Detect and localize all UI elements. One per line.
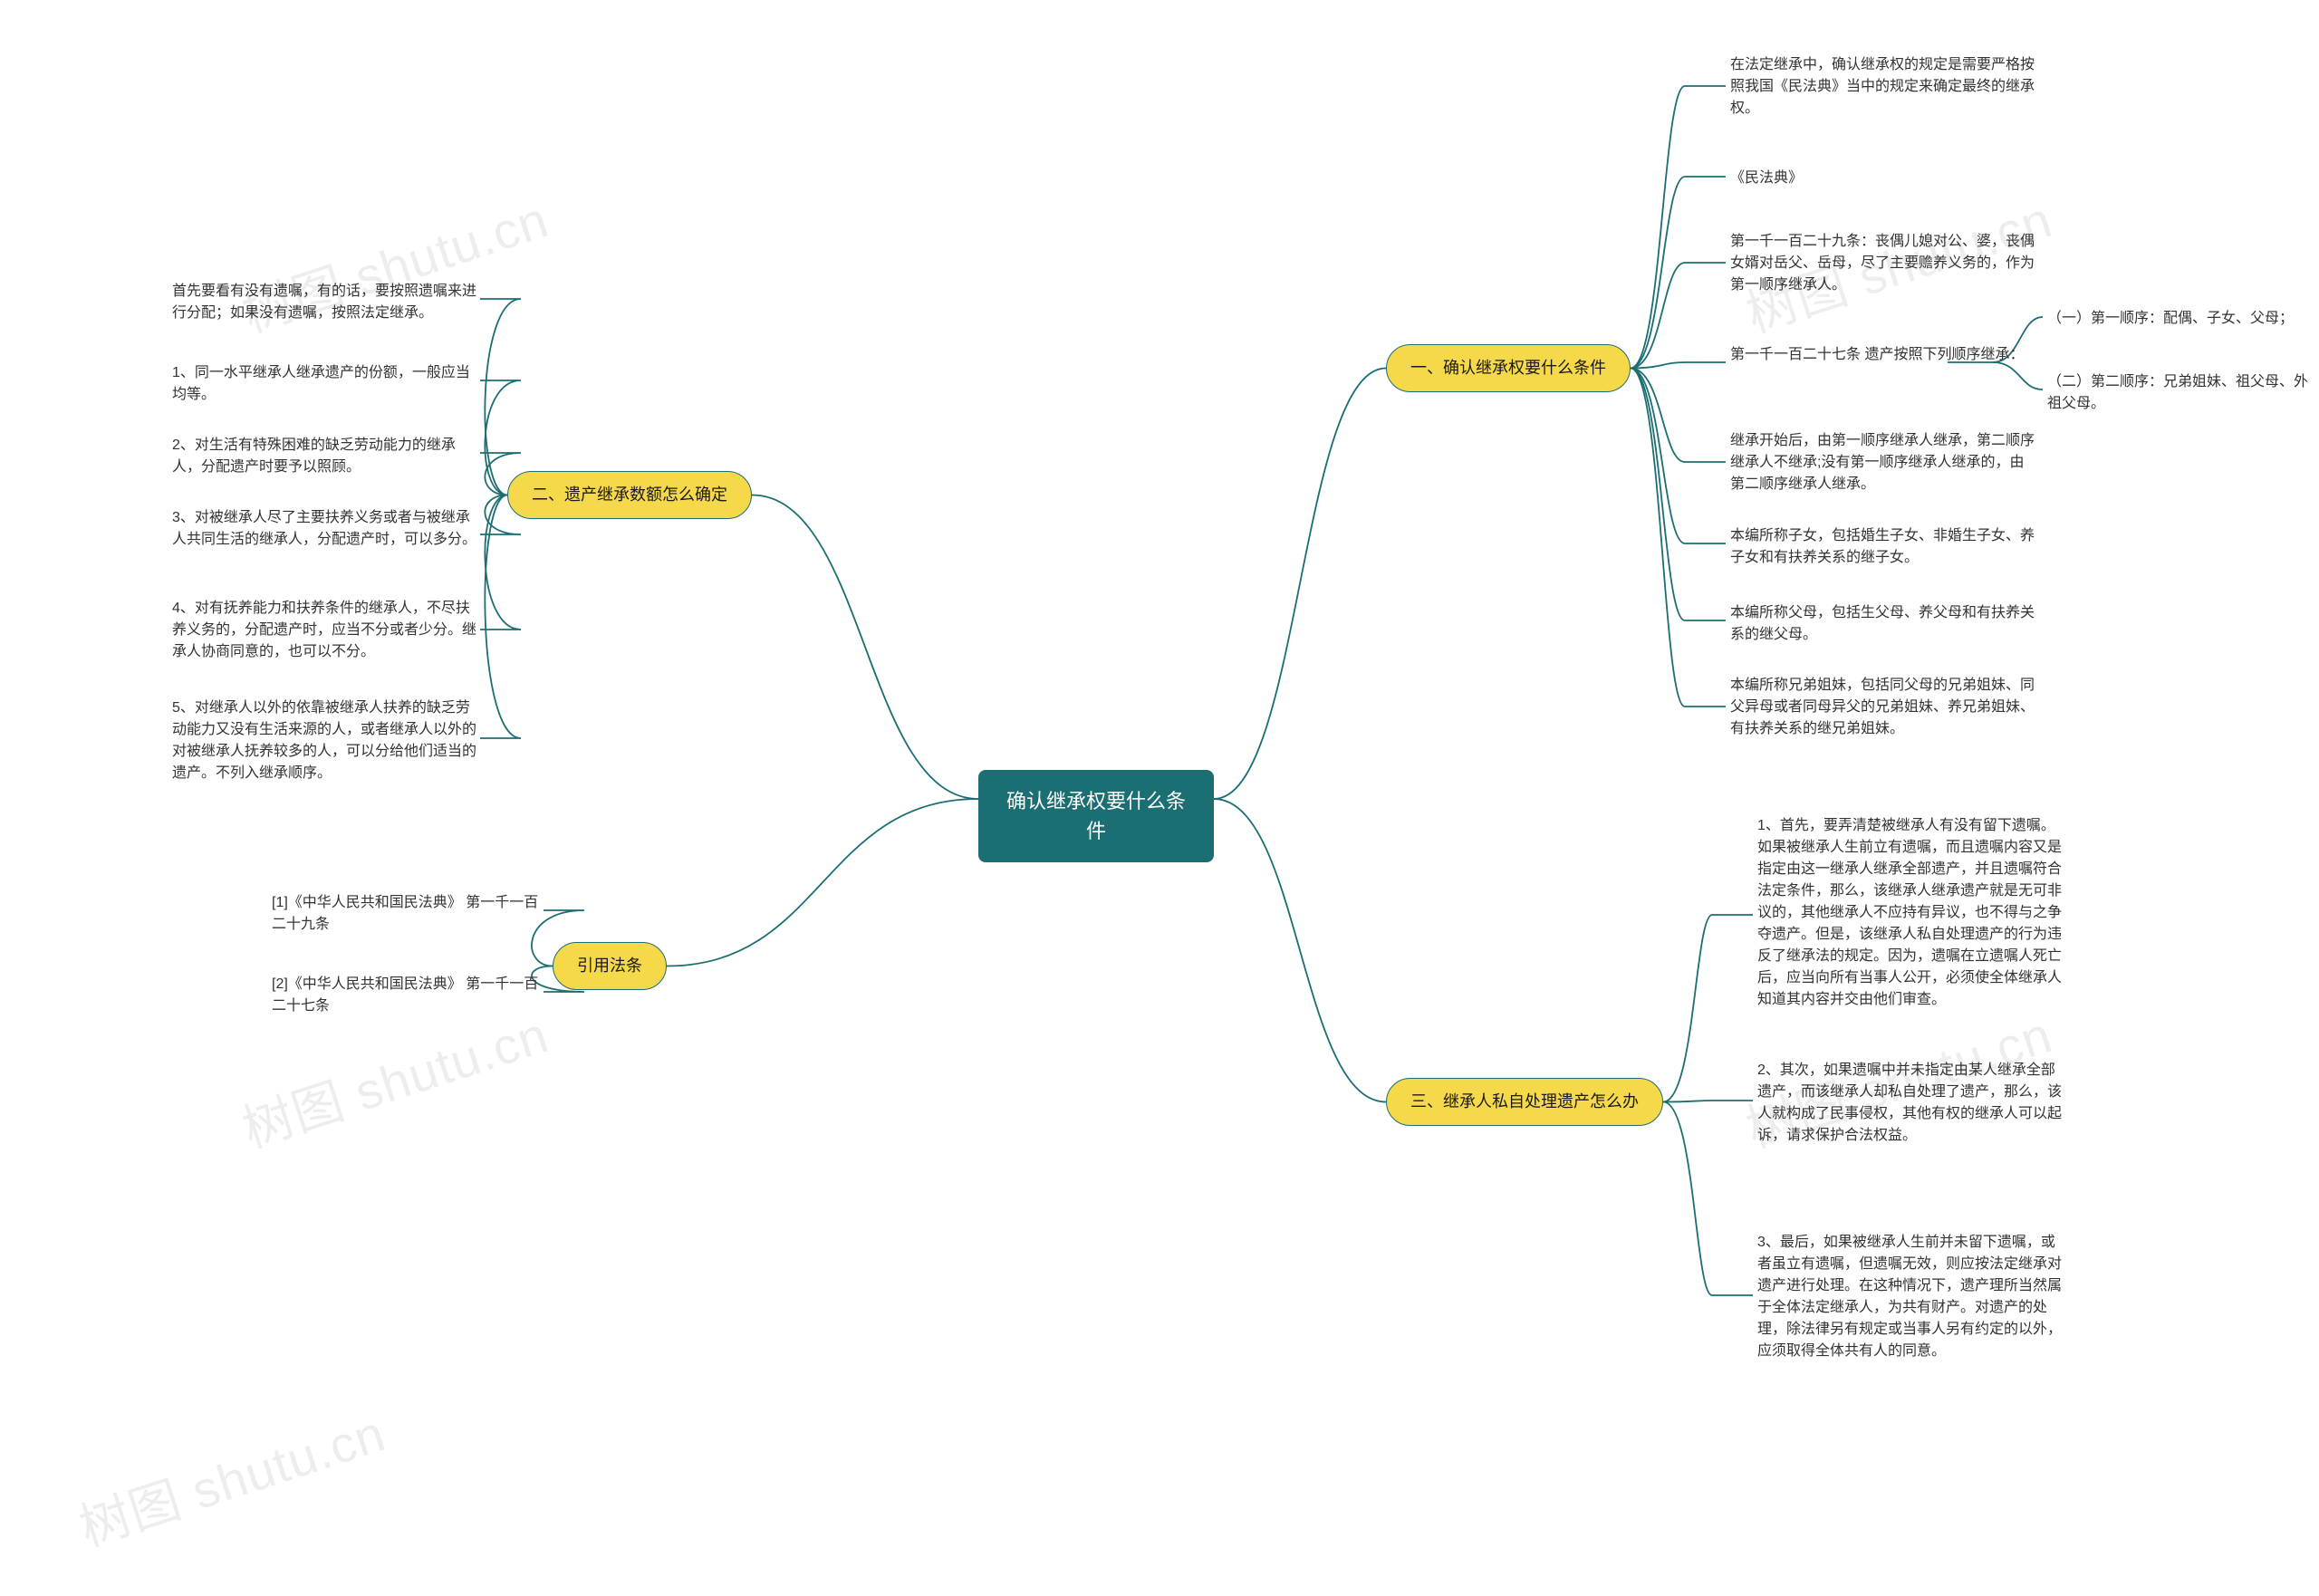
branch-3[interactable]: 三、继承人私自处理遗产怎么办 [1386,1078,1663,1126]
root-node[interactable]: 确认继承权要什么条件 [978,770,1214,862]
leaf-b1-2: 《民法典》 [1730,168,1803,189]
leaf-b4-1: [1]《中华人民共和国民法典》 第一千一百二十九条 [272,892,544,936]
branch-2[interactable]: 二、遗产继承数额怎么确定 [507,471,752,519]
leaf-b1-7: 本编所称父母，包括生父母、养父母和有扶养关系的继父母。 [1730,602,2038,646]
leaf-b1-6: 本编所称子女，包括婚生子女、非婚生子女、养子女和有扶养关系的继子女。 [1730,525,2038,569]
leaf-b2-6: 5、对继承人以外的依靠被继承人扶养的缺乏劳动能力又没有生活来源的人，或者继承人以… [172,697,480,784]
leaf-b3-3: 3、最后，如果被继承人生前并未留下遗嘱，或者虽立有遗嘱，但遗嘱无效，则应按法定继… [1757,1232,2065,1362]
leaf-b1-1: 在法定继承中，确认继承权的规定是需要严格按照我国《民法典》当中的规定来确定最终的… [1730,54,2038,120]
leaf-b2-4: 3、对被继承人尽了主要扶养义务或者与被继承人共同生活的继承人，分配遗产时，可以多… [172,507,480,551]
leaf-b1-4: 第一千一百二十七条 遗产按照下列顺序继承： [1730,344,2024,366]
leaf-b1-5: 继承开始后，由第一顺序继承人继承，第二顺序继承人不继承;没有第一顺序继承人继承的… [1730,430,2038,495]
leaf-b3-1: 1、首先，要弄清楚被继承人有没有留下遗嘱。如果被继承人生前立有遗嘱，而且遗嘱内容… [1757,815,2065,1011]
leaf-b2-5: 4、对有抚养能力和扶养条件的继承人，不尽扶养义务的，分配遗产时，应当不分或者少分… [172,598,480,663]
leaf-b1-4b: （二）第二顺序：兄弟姐妹、祖父母、外祖父母。 [2047,371,2319,415]
leaf-b2-1: 首先要看有没有遗嘱，有的话，要按照遗嘱来进行分配；如果没有遗嘱，按照法定继承。 [172,281,480,324]
leaf-b4-2: [2]《中华人民共和国民法典》 第一千一百二十七条 [272,974,544,1017]
leaf-b3-2: 2、其次，如果遗嘱中并未指定由某人继承全部遗产，而该继承人却私自处理了遗产，那么… [1757,1060,2065,1147]
leaf-b1-4a: （一）第一顺序：配偶、子女、父母； [2047,308,2294,330]
leaf-b1-8: 本编所称兄弟姐妹，包括同父母的兄弟姐妹、同父异母或者同母异父的兄弟姐妹、养兄弟姐… [1730,675,2038,740]
leaf-b2-2: 1、同一水平继承人继承遗产的份额，一般应当均等。 [172,362,480,406]
branch-1[interactable]: 一、确认继承权要什么条件 [1386,344,1631,392]
branch-4[interactable]: 引用法条 [553,942,667,990]
leaf-b1-3: 第一千一百二十九条：丧偶儿媳对公、婆，丧偶女婿对岳父、岳母，尽了主要赡养义务的，… [1730,231,2038,296]
leaf-b2-3: 2、对生活有特殊困难的缺乏劳动能力的继承人，分配遗产时要予以照顾。 [172,435,480,478]
